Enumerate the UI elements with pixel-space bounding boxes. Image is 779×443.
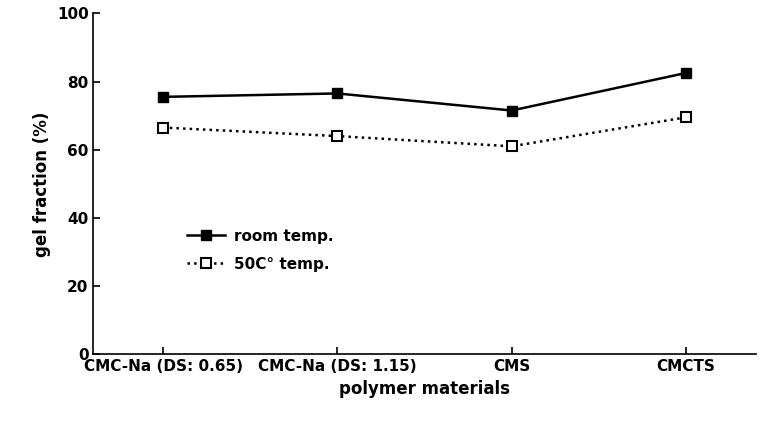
room temp. xyxy=(507,108,516,113)
50C° temp. xyxy=(333,133,342,139)
Y-axis label: gel fraction (%): gel fraction (%) xyxy=(33,111,51,256)
Line: room temp.: room temp. xyxy=(158,68,691,115)
50C° temp. xyxy=(682,115,691,120)
room temp. xyxy=(158,94,167,100)
room temp. xyxy=(333,91,342,96)
Line: 50C° temp.: 50C° temp. xyxy=(158,113,691,151)
Legend: room temp., 50C° temp.: room temp., 50C° temp. xyxy=(181,222,340,279)
X-axis label: polymer materials: polymer materials xyxy=(339,380,510,398)
room temp. xyxy=(682,70,691,76)
50C° temp. xyxy=(158,125,167,130)
50C° temp. xyxy=(507,144,516,149)
